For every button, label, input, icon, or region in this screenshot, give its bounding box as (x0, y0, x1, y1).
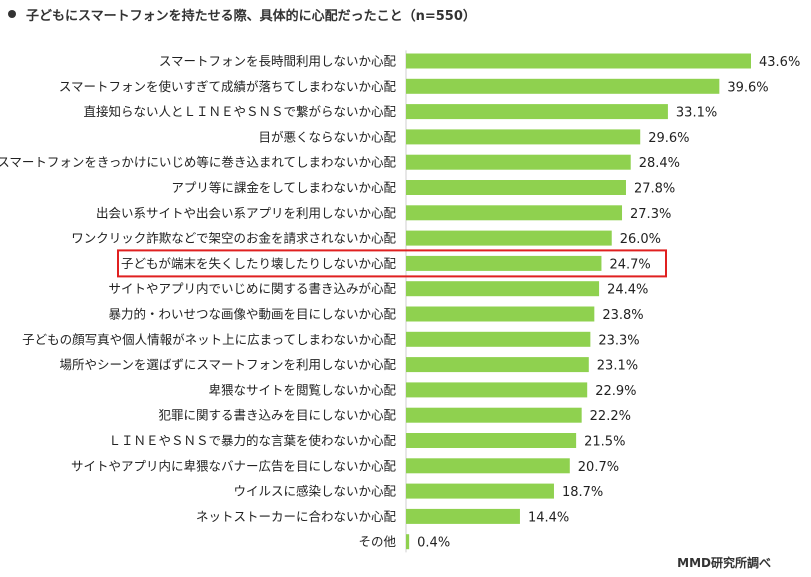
bar (406, 534, 410, 550)
bar (406, 331, 591, 347)
category-label: ウイルスに感染しないか心配 (233, 484, 396, 499)
category-label: サイトやアプリ内でいじめに関する書き込みが心配 (108, 281, 396, 296)
bar (406, 129, 641, 145)
value-label: 27.3% (630, 207, 671, 222)
bar (406, 433, 577, 448)
category-label: スマートフォンを使いすぎて成績が落ちてしまわないか心配 (59, 79, 397, 94)
bar (406, 407, 582, 423)
category-label: 子どもが端末を失くしたり壊したりしないか心配 (121, 256, 397, 271)
category-label: 卑猥なサイトを閲覧しないか心配 (208, 382, 396, 397)
value-label: 29.6% (648, 131, 689, 146)
value-label: 22.2% (590, 409, 631, 424)
category-label: その他 (358, 534, 396, 549)
category-label: ワンクリック詐欺などで架空のお金を請求されないか心配 (71, 231, 396, 246)
category-label: アプリ等に課金をしてしまわないか心配 (171, 180, 396, 195)
bar (406, 154, 631, 170)
bar (406, 483, 554, 499)
bar (406, 230, 612, 246)
chart-title-text: 子どもにスマートフォンを持たせる際、具体的に心配だったこと（n=550） (26, 8, 476, 24)
bar (406, 458, 570, 474)
value-label: 21.5% (584, 435, 625, 450)
bar (406, 357, 589, 373)
value-label: 23.8% (602, 308, 643, 323)
bar (406, 382, 588, 398)
category-label: サイトやアプリ内に卑猥なバナー広告を目にしないか心配 (71, 458, 397, 473)
bar (406, 104, 668, 120)
category-label: スマートフォンをきっかけにいじめ等に巻き込まれてしまわないか心配 (0, 155, 396, 170)
value-label: 28.4% (639, 156, 680, 171)
category-label: ＬＩＮＥやＳＮＳで暴力的な言葉を使わないか心配 (108, 433, 396, 448)
value-label: 24.7% (609, 257, 650, 272)
value-label: 27.8% (634, 182, 675, 197)
bar (406, 508, 520, 524)
bullet-icon (8, 10, 16, 18)
bar (406, 281, 600, 297)
bar (406, 53, 751, 69)
category-label: 目が悪くならないか心配 (258, 129, 396, 144)
category-label: 直接知らない人とＬＩＮＥやＳＮＳで繋がらないか心配 (83, 104, 396, 119)
category-label: 暴力的・わいせつな画像や動画を目にしないか心配 (108, 307, 396, 322)
value-label: 23.3% (598, 333, 639, 348)
bar (406, 306, 595, 322)
value-label: 22.9% (595, 384, 636, 399)
value-label: 43.6% (759, 55, 800, 70)
value-label: 0.4% (417, 536, 450, 551)
value-label: 33.1% (676, 106, 717, 121)
chart-title: 子どもにスマートフォンを持たせる際、具体的に心配だったこと（n=550） (8, 4, 476, 24)
value-label: 18.7% (562, 485, 603, 500)
value-label: 26.0% (620, 232, 661, 247)
bar (406, 205, 623, 221)
bar (406, 78, 720, 94)
value-label: 39.6% (727, 80, 768, 95)
highlight-box (117, 249, 667, 278)
value-label: 14.4% (528, 510, 569, 525)
value-label: 24.4% (607, 283, 648, 298)
category-label: ネットストーカーに合わないか心配 (196, 509, 397, 524)
category-label: スマートフォンを長時間利用しないか心配 (159, 54, 397, 69)
source-credit: MMD研究所調べ (677, 556, 771, 570)
category-label: 犯罪に関する書き込みを目にしないか心配 (158, 408, 396, 423)
value-label: 20.7% (578, 460, 619, 475)
category-label: 出会い系サイトや出会い系アプリを利用しないか心配 (96, 205, 397, 220)
category-label: 子どもの顔写真や個人情報がネット上に広まってしまわないか心配 (22, 332, 396, 347)
category-label: 場所やシーンを選ばずにスマートフォンを利用しないか心配 (59, 357, 396, 372)
value-label: 23.1% (597, 359, 638, 374)
bar (406, 255, 602, 271)
bar (406, 180, 626, 195)
